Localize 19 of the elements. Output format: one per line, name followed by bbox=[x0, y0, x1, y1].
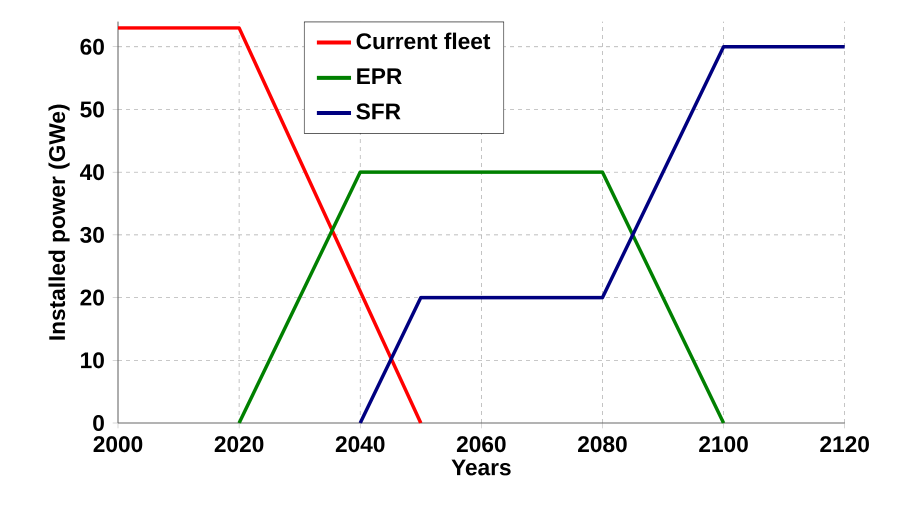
legend-label: EPR bbox=[357, 68, 402, 84]
x-axis-title: Years bbox=[451, 460, 511, 476]
x-tick-label: 2100 bbox=[699, 436, 748, 452]
y-tick-label: 10 bbox=[81, 352, 104, 368]
legend-label: SFR bbox=[356, 103, 401, 120]
x-tick-label: 2020 bbox=[214, 436, 264, 452]
x-tick-label: 2040 bbox=[336, 436, 384, 452]
x-tick-label: 2000 bbox=[94, 436, 142, 452]
legend-label: Current fleet bbox=[356, 32, 490, 50]
y-tick-label: 20 bbox=[80, 290, 104, 306]
y-tick-label: 50 bbox=[80, 101, 104, 118]
x-tick-label: 2060 bbox=[456, 436, 506, 452]
y-tick-label: 30 bbox=[80, 226, 104, 243]
y-axis-title: Installed power (GWe) bbox=[48, 104, 70, 340]
y-tick-label: 40 bbox=[80, 164, 104, 180]
x-tick-label: 2120 bbox=[820, 436, 869, 452]
y-tick-label: 0 bbox=[93, 414, 104, 432]
y-tick-label: 60 bbox=[80, 38, 104, 55]
x-tick-label: 2080 bbox=[578, 436, 627, 452]
